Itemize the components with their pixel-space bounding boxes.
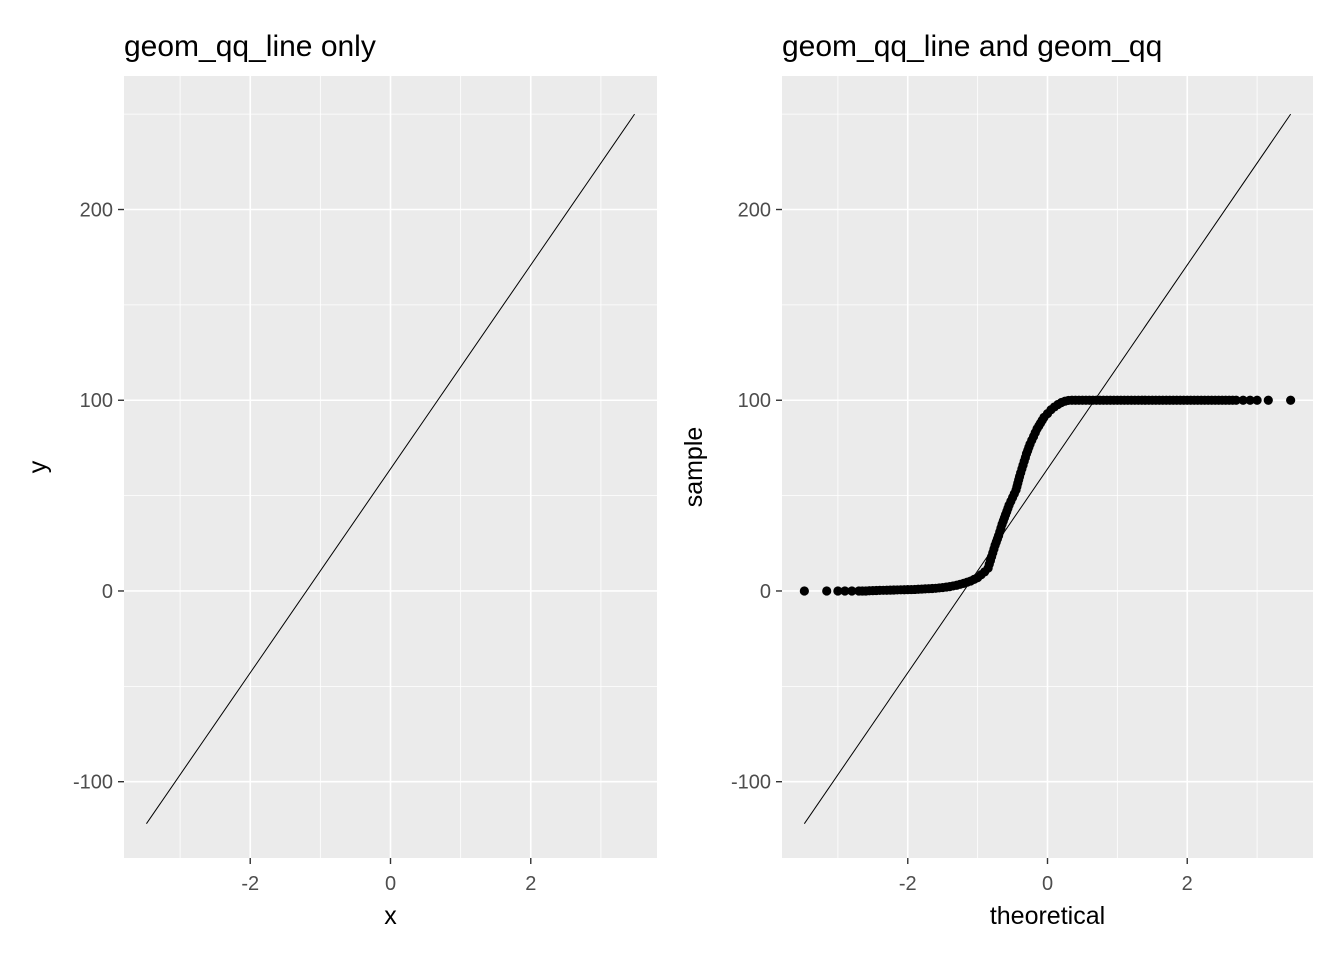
x-tick-label: 2 — [525, 873, 536, 895]
y-tick-label: 100 — [80, 390, 113, 412]
y-tick-label: -100 — [73, 772, 113, 794]
qq-point — [799, 586, 809, 596]
qq-point — [847, 586, 857, 596]
qq-point — [833, 586, 843, 596]
qq-point — [840, 586, 850, 596]
y-tick-label: 0 — [102, 581, 113, 603]
y-axis-title: y — [24, 460, 52, 473]
qq-point — [1252, 395, 1262, 405]
x-tick-label: 0 — [1042, 873, 1053, 895]
qq-reference-line — [146, 113, 635, 824]
qq-point — [1263, 395, 1273, 405]
qq-point — [1231, 395, 1241, 405]
x-axis-title: x — [384, 902, 397, 930]
x-tick-label: 2 — [1182, 873, 1193, 895]
y-tick-label: 0 — [760, 581, 771, 603]
y-axis-title: sample — [680, 427, 708, 508]
left-plot: -2 0 2 -100 0 100 200 geom_qq_line only x y — [24, 30, 657, 930]
right-plot: -2 0 2 -100 0 100 200 geom_qq_line and geom_qqt… — [680, 30, 1313, 930]
y-tick-label: 100 — [738, 390, 771, 412]
plot-title: geom_qq_line and geom_qq — [782, 30, 1162, 63]
x-tick-label: -2 — [241, 873, 259, 895]
x-tick-label: 0 — [385, 873, 396, 895]
x-axis-title: theoretical — [990, 902, 1105, 930]
y-tick-label: 200 — [738, 200, 771, 222]
plot-title: geom_qq_line only — [124, 30, 376, 63]
qq-point — [1245, 395, 1255, 405]
y-tick-label: -100 — [731, 772, 771, 794]
y-tick-label: 200 — [80, 200, 113, 222]
qq-point — [1286, 395, 1296, 405]
qq-reference-line — [803, 113, 1292, 824]
qq-point — [822, 586, 832, 596]
x-tick-label: -2 — [899, 873, 917, 895]
qq-point — [1238, 395, 1248, 405]
